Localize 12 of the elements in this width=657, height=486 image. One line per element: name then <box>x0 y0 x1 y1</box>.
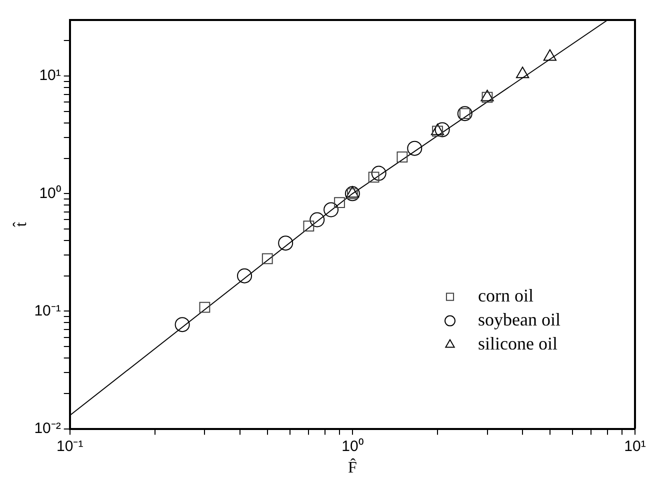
y-tick-label: 10¹ <box>39 67 61 84</box>
legend-label: soybean oil <box>478 310 560 330</box>
x-tick-label: 10¹ <box>624 438 646 455</box>
x-tick-label: 10⁻¹ <box>56 438 84 455</box>
legend-label: corn oil <box>478 286 534 306</box>
legend-label: silicone oil <box>478 334 558 354</box>
y-tick-label: 10⁻¹ <box>34 302 61 320</box>
x-tick-label: 10⁰ <box>342 438 364 455</box>
y-tick-label: 10⁻² <box>34 420 61 437</box>
y-tick-label: 10⁰ <box>39 184 61 202</box>
x-axis-title: F̂ <box>348 457 357 477</box>
y-axis-title: t̂ <box>12 221 30 228</box>
